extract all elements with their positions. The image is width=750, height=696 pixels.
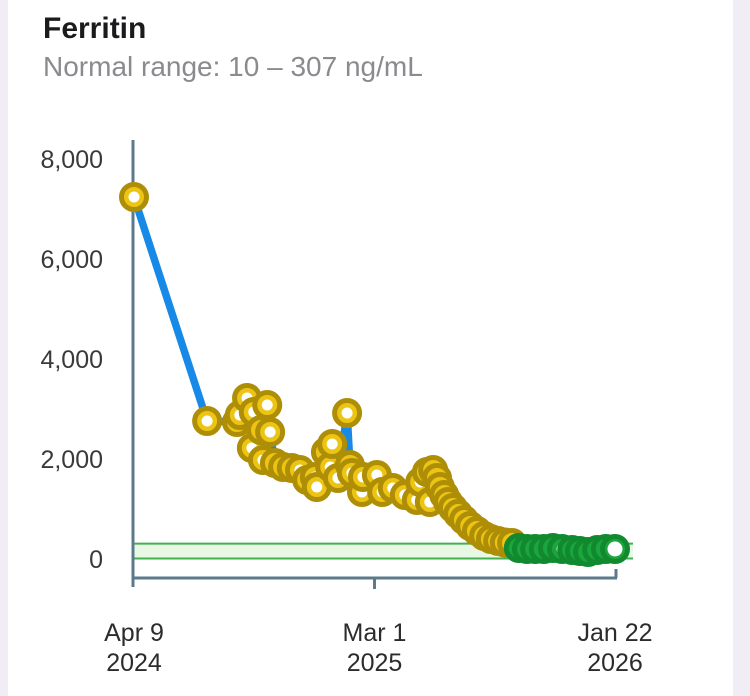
normal-range-label: Normal range: 10 – 307 ng/mL [43, 51, 423, 82]
data-point-hole [326, 438, 338, 450]
y-tick-label: 6,000 [40, 246, 103, 274]
y-tick-label: 8,000 [40, 146, 103, 174]
chart-axes [131, 140, 618, 589]
y-tick-label: 0 [89, 546, 103, 574]
x-tick-label-month: Apr 9 [104, 619, 164, 647]
y-axis-labels: 0 2,000 4,000 6,000 8,000 [40, 146, 103, 574]
y-tick-label: 4,000 [40, 346, 103, 374]
data-point-hole [311, 481, 323, 493]
y-tick-label: 2,000 [40, 446, 103, 474]
x-tick-label-month: Mar 1 [343, 619, 407, 647]
x-tick-label-year: 2025 [347, 649, 403, 677]
data-points [119, 182, 630, 567]
x-tick-label-year: 2024 [106, 649, 162, 677]
data-point-hole [201, 415, 213, 427]
x-tick-label-year: 2026 [587, 649, 643, 677]
metric-title: Ferritin [43, 12, 147, 45]
data-point-hole [341, 407, 353, 419]
data-point-hole [261, 399, 273, 411]
data-point-hole [128, 191, 140, 203]
health-metric-card: Ferritin Normal range: 10 – 307 ng/mL [8, 0, 733, 696]
x-tick-label-month: Jan 22 [577, 619, 652, 647]
data-point-hole [607, 541, 623, 557]
data-point-hole [264, 426, 276, 438]
